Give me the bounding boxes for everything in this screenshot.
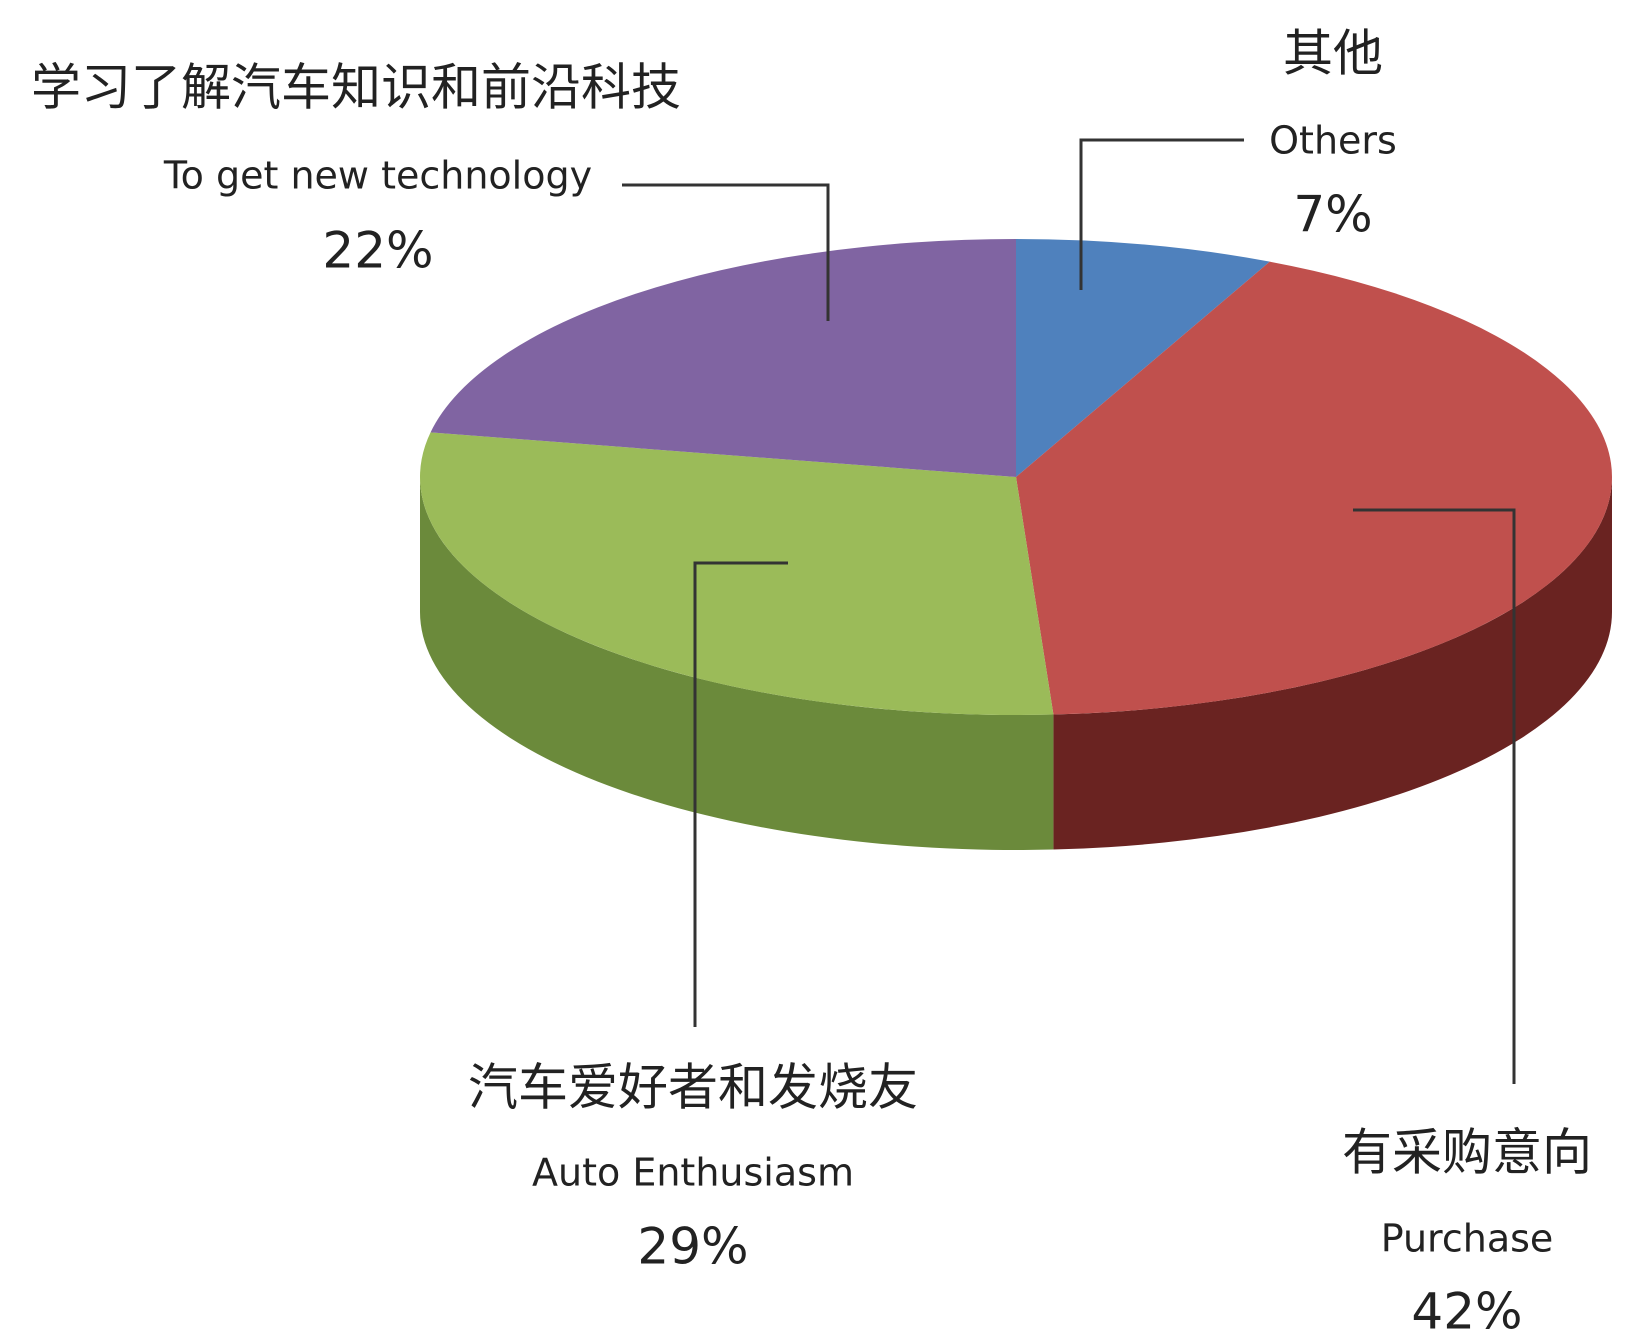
pie [420, 239, 1613, 850]
label-en: Others [1269, 119, 1397, 163]
slice [1016, 239, 1270, 477]
leader-line [693, 561, 788, 1027]
leader-line [622, 183, 830, 321]
leader-line [1353, 508, 1516, 1084]
slice-side [1053, 477, 1612, 850]
value-label: 22% [322, 222, 433, 280]
value-label: 42% [1411, 1283, 1522, 1337]
label-zh: 其他 [1283, 25, 1383, 83]
label-en: Auto Enthusiasm [532, 1151, 854, 1195]
label-zh: 学习了解汽车知识和前沿科技 [31, 59, 681, 117]
value-label: 29% [637, 1218, 748, 1276]
slice [420, 432, 1054, 715]
label-zh: 有采购意向 [1342, 1124, 1592, 1182]
leader-line [1079, 138, 1244, 290]
slice-side [420, 477, 1054, 850]
label-en: Purchase [1381, 1217, 1554, 1261]
value-label: 7% [1293, 186, 1372, 244]
slice [1016, 261, 1613, 715]
label-en: To get new technology [163, 154, 592, 198]
slice [430, 239, 1017, 477]
label-zh: 汽车爱好者和发烧友 [468, 1059, 918, 1117]
